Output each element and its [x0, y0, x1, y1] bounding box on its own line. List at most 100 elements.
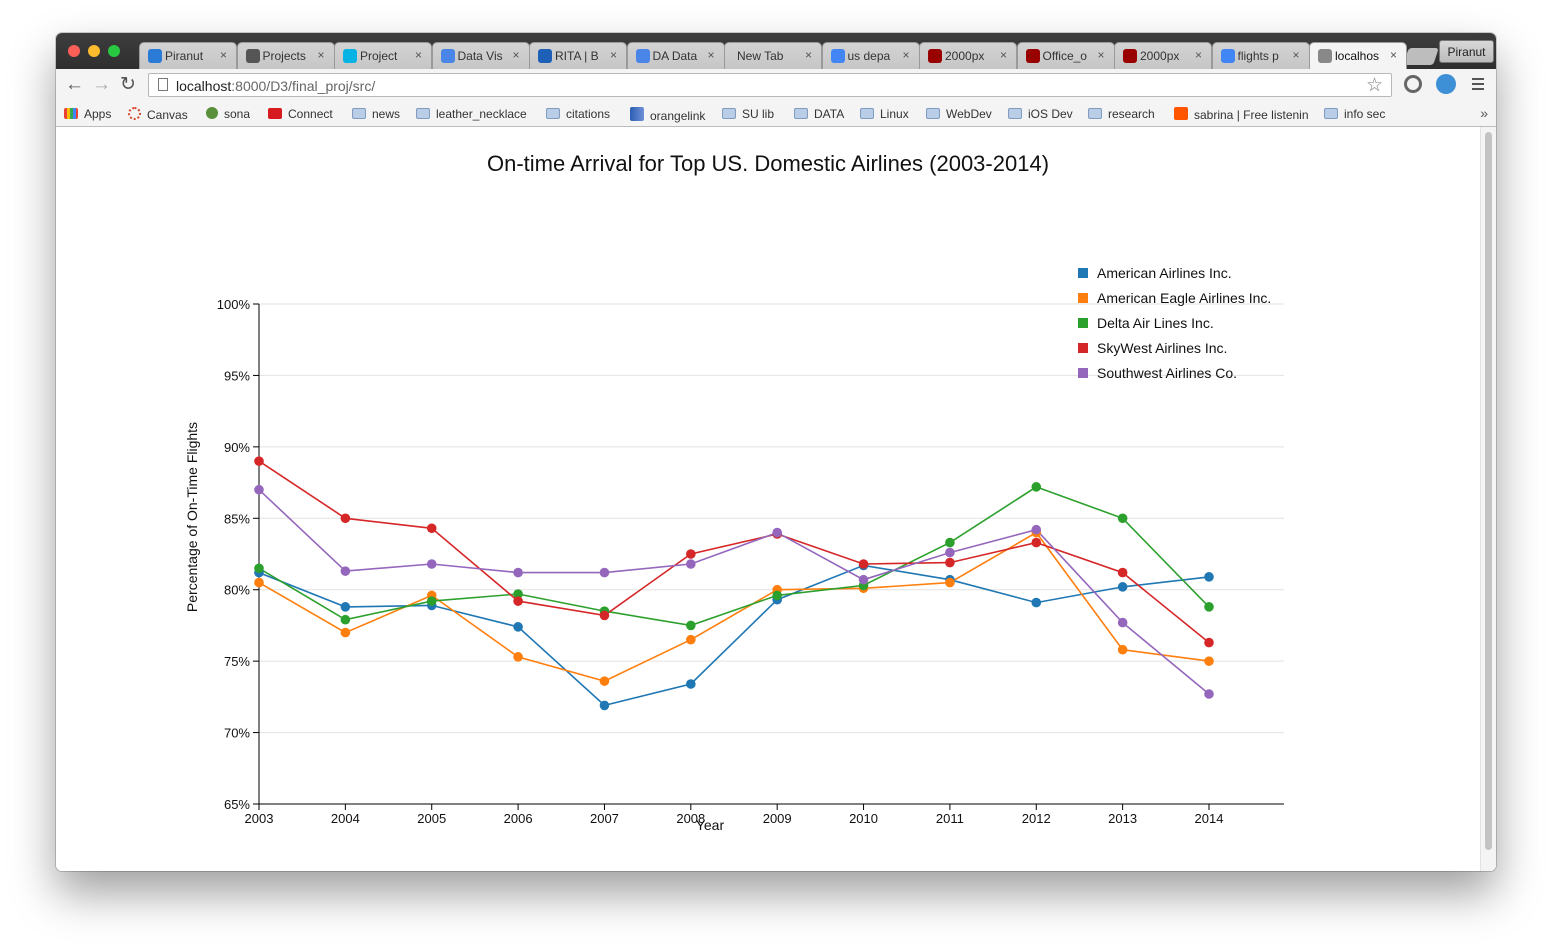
- profile-button[interactable]: Piranut: [1439, 40, 1494, 63]
- close-tab-icon[interactable]: ×: [1389, 48, 1397, 62]
- data-point[interactable]: [254, 577, 264, 588]
- bookmark-apps[interactable]: Apps: [64, 107, 111, 121]
- data-point[interactable]: [945, 577, 955, 588]
- data-point[interactable]: [340, 566, 351, 576]
- tab-0[interactable]: Piranut ×: [139, 42, 237, 69]
- data-point[interactable]: [1117, 513, 1128, 524]
- close-tab-icon[interactable]: ×: [902, 48, 910, 62]
- data-point[interactable]: [426, 559, 437, 569]
- tab-12[interactable]: localhos ×: [1309, 42, 1407, 69]
- data-point[interactable]: [599, 567, 610, 578]
- close-tab-icon[interactable]: ×: [999, 48, 1007, 62]
- close-tab-icon[interactable]: ×: [414, 48, 422, 62]
- data-point[interactable]: [254, 484, 264, 495]
- close-tab-icon[interactable]: ×: [609, 48, 617, 62]
- bookmark-info-sec[interactable]: info sec: [1324, 107, 1385, 121]
- close-tab-icon[interactable]: ×: [804, 48, 812, 62]
- bookmark-connect[interactable]: Connect: [268, 107, 333, 121]
- data-point[interactable]: [1031, 482, 1042, 492]
- data-point[interactable]: [513, 567, 523, 578]
- tab-4[interactable]: RITA | B ×: [529, 42, 627, 69]
- new-tab-button[interactable]: [1403, 48, 1439, 65]
- data-point[interactable]: [858, 574, 869, 585]
- data-point[interactable]: [1204, 572, 1214, 582]
- scrollbar-thumb[interactable]: [1485, 132, 1492, 850]
- data-point[interactable]: [254, 456, 264, 466]
- bookmark-linux[interactable]: Linux: [860, 107, 909, 121]
- close-tab-icon[interactable]: ×: [512, 48, 520, 62]
- data-point[interactable]: [772, 590, 782, 601]
- data-point[interactable]: [340, 614, 351, 625]
- address-bar[interactable]: localhost:8000/D3/final_proj/src/ ☆: [148, 73, 1392, 97]
- sync-extension-icon[interactable]: [1404, 75, 1422, 93]
- tab-8[interactable]: 2000px ×: [919, 42, 1017, 69]
- tab-10[interactable]: 2000px ×: [1114, 42, 1212, 69]
- tab-7[interactable]: us depa ×: [821, 42, 920, 69]
- tab-6[interactable]: New Tab ×: [724, 42, 822, 69]
- data-point[interactable]: [1204, 689, 1214, 699]
- reload-icon[interactable]: ↻: [120, 74, 136, 95]
- data-point[interactable]: [945, 537, 955, 548]
- minimize-window-button[interactable]: [88, 45, 100, 57]
- vertical-scrollbar[interactable]: [1480, 127, 1496, 871]
- close-tab-icon[interactable]: ×: [1194, 48, 1202, 62]
- bookmark-orangelink[interactable]: orangelink: [630, 107, 705, 123]
- menu-icon[interactable]: [1472, 78, 1484, 93]
- data-point[interactable]: [686, 634, 696, 645]
- data-point[interactable]: [426, 523, 437, 534]
- maximize-window-button[interactable]: [108, 45, 120, 57]
- bookmarks-overflow-icon[interactable]: »: [1480, 105, 1488, 121]
- data-point[interactable]: [340, 602, 351, 612]
- bookmark-sona[interactable]: sona: [206, 107, 250, 121]
- bookmark-sabrina-free-listenin[interactable]: sabrina | Free listenin: [1174, 107, 1309, 122]
- bookmark-su-lib[interactable]: SU lib: [722, 107, 774, 121]
- data-point[interactable]: [1031, 597, 1042, 608]
- data-point[interactable]: [945, 547, 955, 558]
- close-tab-icon[interactable]: ×: [317, 48, 325, 62]
- data-point[interactable]: [513, 596, 523, 606]
- close-tab-icon[interactable]: ×: [1097, 48, 1105, 62]
- forward-arrow-icon[interactable]: →: [92, 74, 111, 95]
- data-point[interactable]: [1204, 656, 1214, 666]
- data-point[interactable]: [1031, 524, 1042, 535]
- data-point[interactable]: [686, 559, 696, 569]
- data-point[interactable]: [599, 610, 610, 621]
- data-point[interactable]: [858, 559, 869, 569]
- close-window-button[interactable]: [68, 45, 80, 57]
- data-point[interactable]: [340, 513, 351, 524]
- data-point[interactable]: [513, 622, 523, 632]
- data-point[interactable]: [599, 676, 610, 686]
- data-point[interactable]: [1204, 602, 1214, 612]
- data-point[interactable]: [686, 679, 696, 689]
- chat-extension-icon[interactable]: [1436, 74, 1456, 94]
- data-point[interactable]: [1117, 617, 1128, 628]
- bookmark-news[interactable]: news: [352, 107, 400, 121]
- data-point[interactable]: [1117, 644, 1128, 655]
- close-tab-icon[interactable]: ×: [1292, 48, 1300, 62]
- data-point[interactable]: [1031, 537, 1042, 548]
- close-tab-icon[interactable]: ×: [219, 48, 227, 62]
- data-point[interactable]: [426, 596, 437, 606]
- bookmark-ios-dev[interactable]: iOS Dev: [1008, 107, 1073, 121]
- tab-11[interactable]: flights p ×: [1211, 42, 1310, 69]
- back-arrow-icon[interactable]: ←: [65, 74, 84, 95]
- data-point[interactable]: [1204, 637, 1214, 648]
- data-point[interactable]: [1117, 582, 1128, 592]
- data-point[interactable]: [945, 557, 955, 568]
- data-point[interactable]: [686, 620, 696, 631]
- bookmark-data[interactable]: DATA: [794, 107, 844, 121]
- data-point[interactable]: [1117, 567, 1128, 578]
- data-point[interactable]: [599, 700, 610, 711]
- close-tab-icon[interactable]: ×: [707, 48, 715, 62]
- bookmark-canvas[interactable]: Canvas: [128, 107, 188, 122]
- data-point[interactable]: [513, 652, 523, 662]
- data-point[interactable]: [772, 527, 782, 538]
- data-point[interactable]: [340, 627, 351, 638]
- tab-9[interactable]: Office_o ×: [1016, 42, 1115, 69]
- tab-2[interactable]: Project ×: [334, 42, 432, 69]
- tab-3[interactable]: Data Vis ×: [431, 42, 530, 69]
- data-point[interactable]: [686, 549, 696, 559]
- data-point[interactable]: [254, 563, 264, 574]
- tab-5[interactable]: DA Data ×: [626, 42, 725, 69]
- url-text[interactable]: localhost:8000/D3/final_proj/src/: [176, 78, 375, 94]
